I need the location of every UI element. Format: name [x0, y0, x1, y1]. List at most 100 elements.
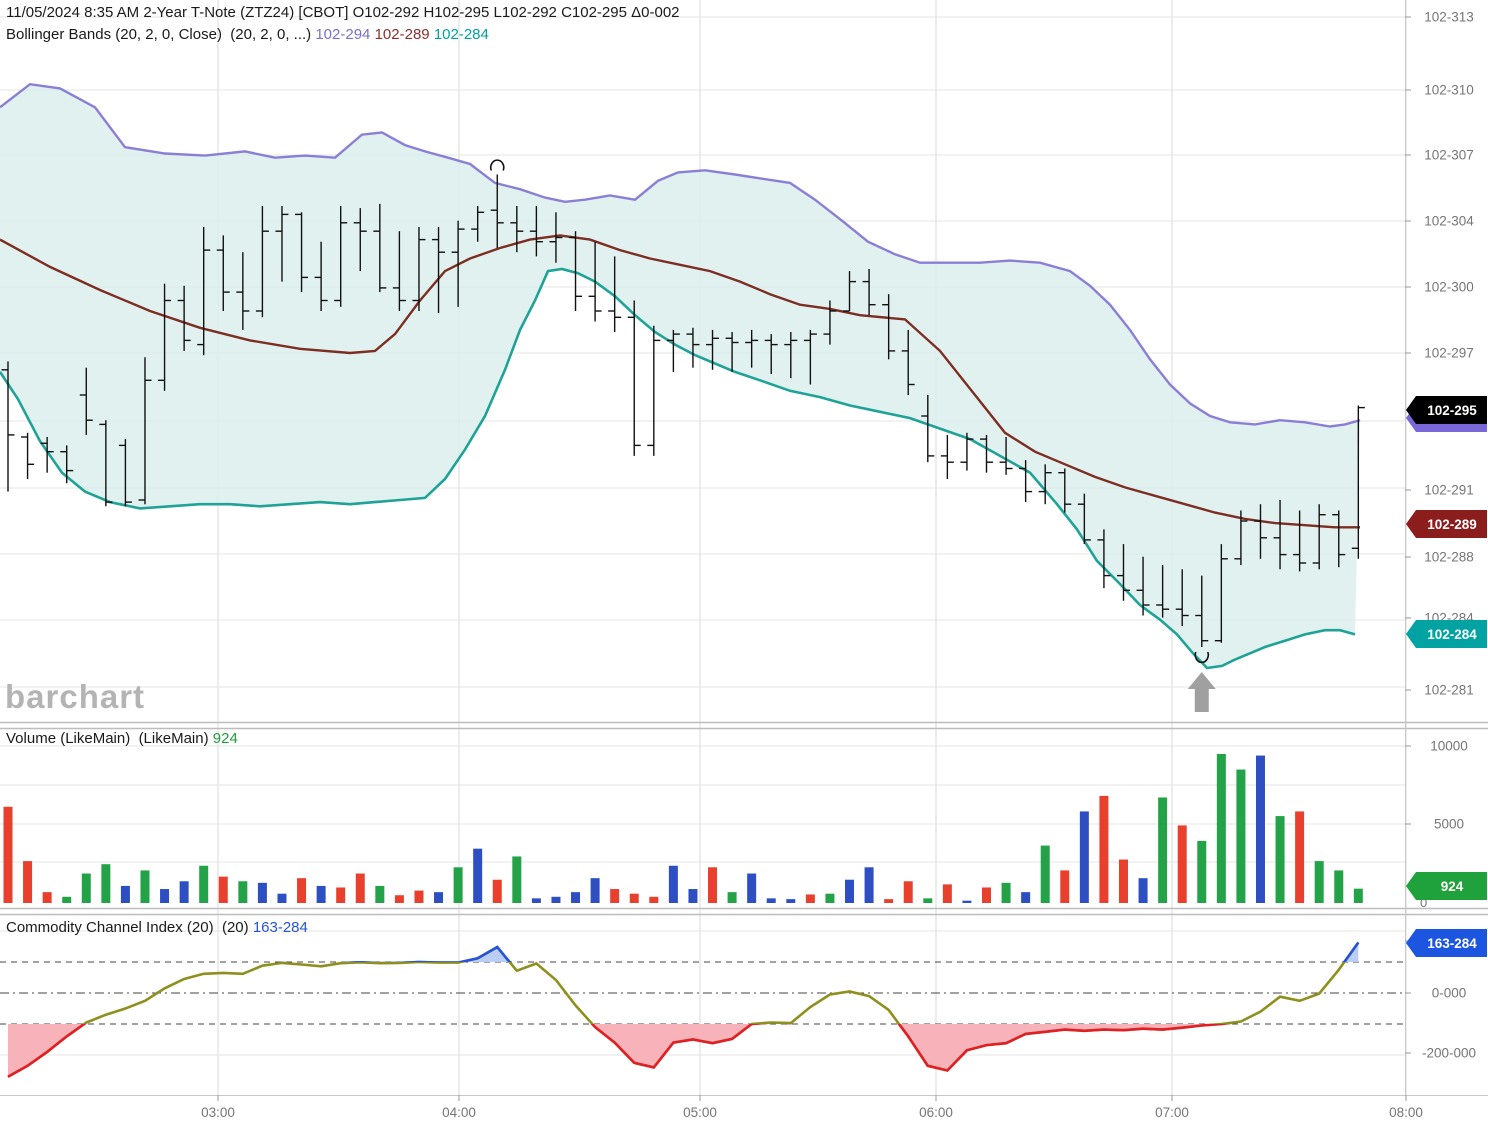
ohlc-bar[interactable]: [353, 208, 367, 272]
volume-bar[interactable]: [355, 873, 365, 903]
ohlc-bar[interactable]: [1136, 556, 1150, 616]
volume-bar[interactable]: [257, 882, 267, 903]
volume-bar[interactable]: [140, 870, 150, 903]
ohlc-bar[interactable]: [1332, 510, 1346, 568]
volume-bar[interactable]: [1216, 754, 1226, 903]
volume-bar[interactable]: [727, 892, 737, 903]
ohlc-bar[interactable]: [608, 256, 622, 332]
volume-bar[interactable]: [845, 879, 855, 903]
ohlc-bar[interactable]: [99, 420, 113, 507]
volume-bar[interactable]: [805, 894, 815, 903]
volume-bar[interactable]: [1099, 795, 1109, 903]
ohlc-bar[interactable]: [216, 235, 230, 311]
volume-bar[interactable]: [1118, 859, 1128, 903]
ohlc-bar[interactable]: [784, 332, 798, 379]
volume-bar[interactable]: [766, 898, 776, 903]
ohlc-bar[interactable]: [862, 269, 876, 316]
ohlc-bar[interactable]: [1077, 493, 1091, 545]
ohlc-bar[interactable]: [1195, 575, 1209, 647]
volume-bar[interactable]: [982, 887, 991, 903]
ohlc-bar[interactable]: [392, 231, 406, 311]
volume-bar[interactable]: [1236, 769, 1246, 903]
ohlc-bar[interactable]: [1097, 529, 1111, 589]
ohlc-bar[interactable]: [1234, 510, 1248, 566]
volume-bar[interactable]: [179, 881, 189, 903]
volume-bar[interactable]: [375, 885, 385, 903]
ohlc-bar[interactable]: [177, 285, 191, 351]
volume-bar[interactable]: [551, 896, 561, 903]
volume-bar[interactable]: [629, 893, 639, 903]
volume-bar[interactable]: [42, 892, 52, 903]
ohlc-bar[interactable]: [647, 325, 661, 456]
ohlc-bar[interactable]: [471, 206, 485, 242]
ohlc-bar[interactable]: [510, 206, 524, 253]
volume-bar[interactable]: [1001, 882, 1011, 903]
volume-bar[interactable]: [414, 890, 424, 903]
volume-bar[interactable]: [649, 896, 659, 903]
volume-bar[interactable]: [62, 896, 72, 903]
ohlc-bar[interactable]: [295, 212, 309, 293]
ohlc-bar[interactable]: [745, 329, 759, 368]
ohlc-bar[interactable]: [627, 300, 641, 456]
ohlc-bar[interactable]: [373, 203, 387, 293]
ohlc-bar[interactable]: [1, 361, 15, 492]
ohlc-bar[interactable]: [490, 174, 504, 249]
ohlc-bar[interactable]: [1156, 565, 1170, 618]
volume-bar[interactable]: [1353, 888, 1363, 903]
volume-bar[interactable]: [23, 861, 33, 903]
ohlc-bar[interactable]: [40, 437, 54, 473]
cci-panel-label[interactable]: Commodity Channel Index (20) (20) 163-28…: [6, 919, 308, 936]
ohlc-bar[interactable]: [236, 252, 250, 330]
volume-bar[interactable]: [81, 873, 91, 903]
study-label-line[interactable]: Bollinger Bands (20, 2, 0, Close) (20, 2…: [6, 26, 489, 43]
volume-bar[interactable]: [884, 899, 894, 903]
volume-bar[interactable]: [1314, 861, 1324, 903]
ohlc-bar[interactable]: [197, 227, 211, 356]
ohlc-bar[interactable]: [940, 434, 954, 479]
volume-bar[interactable]: [316, 885, 326, 903]
volume-bar[interactable]: [120, 885, 130, 903]
volume-bar[interactable]: [962, 900, 972, 903]
ohlc-bar[interactable]: [529, 206, 543, 257]
ohlc-bar[interactable]: [412, 227, 426, 311]
volume-bar[interactable]: [942, 884, 952, 903]
ohlc-bar[interactable]: [843, 271, 857, 312]
volume-bar[interactable]: [903, 881, 913, 903]
ohlc-bar[interactable]: [960, 432, 974, 471]
volume-bar[interactable]: [512, 856, 522, 903]
ohlc-bar[interactable]: [79, 367, 93, 435]
volume-bar[interactable]: [218, 876, 228, 903]
ohlc-bar[interactable]: [1273, 500, 1287, 570]
volume-bar[interactable]: [1158, 797, 1168, 903]
volume-bar[interactable]: [531, 898, 541, 903]
volume-bar[interactable]: [1275, 816, 1285, 903]
volume-bar[interactable]: [747, 873, 757, 903]
volume-axis[interactable]: 10000 5000 0 924: [1405, 739, 1487, 911]
volume-bar[interactable]: [1295, 811, 1305, 903]
ohlc-bar[interactable]: [60, 445, 74, 484]
volume-bar[interactable]: [1197, 840, 1207, 903]
volume-bar[interactable]: [786, 899, 796, 903]
volume-bar[interactable]: [3, 806, 13, 903]
volume-bar[interactable]: [1334, 870, 1344, 903]
ohlc-bar[interactable]: [1038, 464, 1052, 505]
ohlc-bar[interactable]: [1351, 405, 1365, 559]
ohlc-bar[interactable]: [432, 227, 446, 314]
volume-bar[interactable]: [1021, 892, 1031, 903]
volume-bar[interactable]: [923, 898, 933, 903]
ohlc-bar[interactable]: [1058, 468, 1072, 513]
ohlc-bar[interactable]: [999, 437, 1013, 475]
ohlc-bar[interactable]: [1116, 544, 1130, 601]
ohlc-bar[interactable]: [549, 212, 563, 263]
ohlc-bar[interactable]: [725, 332, 739, 372]
volume-bar[interactable]: [336, 887, 346, 903]
volume-bar[interactable]: [1040, 845, 1050, 903]
volume-bar[interactable]: [492, 879, 502, 903]
volume-bar[interactable]: [1079, 811, 1089, 903]
volume-bar[interactable]: [453, 867, 463, 903]
volume-bar[interactable]: [394, 895, 404, 903]
volume-bar[interactable]: [277, 893, 287, 903]
ohlc-bar[interactable]: [588, 241, 602, 322]
